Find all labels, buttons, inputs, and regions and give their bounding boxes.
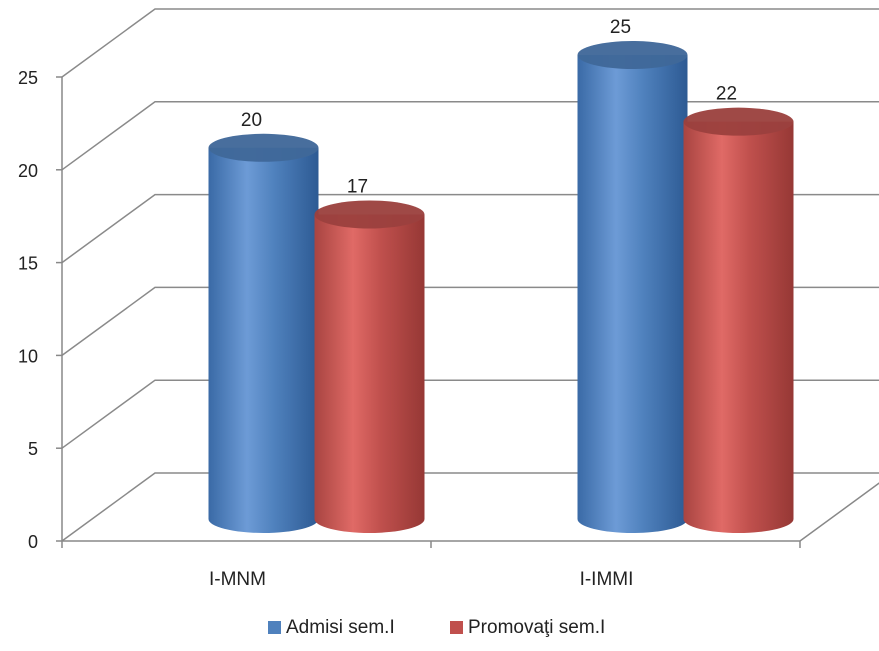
bar-top [208, 133, 319, 162]
data-label: 22 [716, 84, 737, 105]
legend-swatch [268, 621, 281, 634]
legend-label: Admisi sem.I [286, 617, 395, 638]
bar-top [577, 41, 688, 69]
y-tick-label: 5 [28, 439, 38, 459]
bar-top [683, 107, 794, 136]
chart-labels: 0 5 10 15 20 25 I-MNM I-IMMI 20 17 25 22 [18, 17, 737, 590]
y-tick-label: 25 [18, 68, 38, 88]
x-category-label: I-MNM [209, 569, 266, 590]
y-tick-label: 15 [18, 254, 38, 274]
y-tick-label: 0 [28, 532, 38, 552]
chart-legend: Admisi sem.I Promovaţi sem.I [268, 617, 605, 638]
bar-body [208, 147, 319, 533]
bar-top-shade [577, 41, 688, 69]
bar-top-shade [208, 133, 319, 162]
bar [314, 200, 425, 534]
legend-label: Promovaţi sem.I [468, 617, 605, 638]
chart-bars [208, 41, 794, 534]
legend-swatch [450, 621, 463, 634]
gridline [61, 8, 879, 78]
chart-walls [56, 8, 879, 548]
bar-body [683, 121, 794, 533]
bar-top [314, 200, 425, 229]
bar [208, 133, 319, 533]
data-label: 17 [347, 176, 368, 197]
data-label: 20 [241, 110, 262, 131]
bar [683, 107, 794, 533]
bar-top-shade [683, 107, 794, 136]
bar [577, 41, 688, 533]
y-tick-label: 10 [18, 346, 38, 366]
y-tick-label: 20 [18, 161, 38, 181]
bar-body [314, 214, 425, 534]
x-category-label: I-IMMI [580, 569, 634, 590]
bar-body [577, 55, 688, 533]
data-label: 25 [610, 17, 631, 38]
bar-top-shade [314, 200, 425, 229]
